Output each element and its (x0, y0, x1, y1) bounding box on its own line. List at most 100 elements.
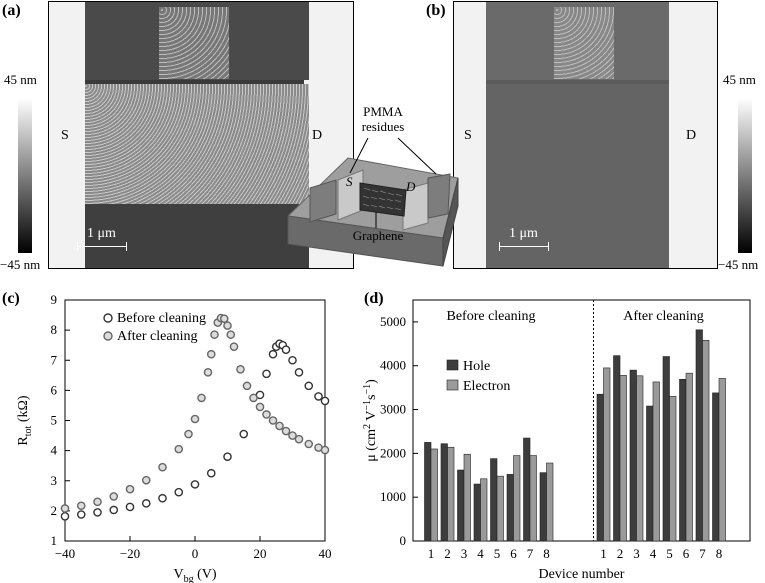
x-tick-label: 8 (716, 546, 723, 561)
bar (463, 453, 471, 542)
x-tick-label: 4 (650, 546, 657, 561)
y-tick-label: 4000 (380, 358, 406, 373)
inset-s-label: S (346, 174, 353, 189)
bar (529, 455, 537, 542)
bar (496, 475, 504, 542)
y-tick-label: 5000 (380, 314, 406, 329)
y-tick-label: 8 (51, 322, 58, 337)
data-point (93, 508, 102, 517)
panel-d-label: (d) (364, 290, 384, 307)
data-point (141, 499, 151, 508)
afm-drain-label: D (312, 128, 323, 143)
y-tick-label: 4 (51, 443, 58, 458)
legend-marker (103, 313, 113, 323)
plot-frame (412, 299, 751, 542)
graphene-lattice (362, 187, 403, 211)
bar (702, 340, 710, 542)
legend-label: Electron (463, 379, 510, 394)
data-point (125, 502, 135, 512)
afm-scalebar (77, 246, 127, 247)
colorscale-a-top-label: 45 nm (4, 72, 37, 87)
data-point (190, 480, 200, 489)
afm-lower-strip (84, 204, 309, 268)
colorscale-b-top-label: 45 nm (723, 72, 756, 87)
data-point (268, 416, 278, 425)
y-tick-label: 3 (51, 473, 58, 488)
afm-graphene-channel (84, 84, 309, 204)
data-point (223, 452, 232, 461)
bar (596, 393, 604, 542)
bar (712, 392, 720, 542)
data-point (255, 402, 265, 412)
data-point (219, 314, 229, 323)
bar (669, 396, 677, 542)
y-axis-label: Rtot (kΩ) (16, 395, 34, 445)
substrate-side (442, 177, 459, 267)
data-point (288, 431, 297, 440)
data-point (242, 381, 252, 391)
group-label-after: After cleaning (623, 309, 703, 324)
y-tick-label: 6 (51, 382, 58, 397)
afm-after-source-label: S (464, 128, 472, 143)
afm-after-scalebar (499, 246, 549, 247)
y-axis-label: μ (cm2 V−1s−1) (362, 379, 379, 462)
data-point (109, 492, 119, 501)
bar (490, 458, 498, 542)
legend-label: After cleaning (117, 329, 197, 344)
x-tick-label: −20 (120, 546, 140, 561)
bar (679, 379, 687, 542)
y-tick-label: 5 (51, 413, 58, 428)
afm-scalebar-tick-left (77, 242, 78, 251)
colorscale-b-bar (738, 98, 752, 253)
x-tick-label: 2 (617, 546, 624, 561)
afm-after-scalebar-tick-right (548, 242, 549, 251)
y-tick-label: 0 (400, 533, 407, 548)
x-tick-label: 0 (192, 546, 199, 561)
data-point (275, 421, 284, 431)
afm-scalebar-label: 1 μm (87, 226, 116, 241)
x-tick-label: 7 (699, 546, 706, 561)
bar (424, 442, 432, 542)
data-point (262, 410, 271, 419)
bar (662, 356, 670, 542)
inset-graphene-label: Graphene (353, 228, 404, 243)
bar (440, 443, 448, 542)
data-point (226, 330, 236, 339)
data-point (60, 504, 70, 513)
data-point (141, 475, 151, 485)
data-point (320, 396, 330, 406)
data-point (190, 414, 200, 424)
x-tick-label: 6 (683, 546, 690, 561)
data-point (210, 330, 219, 339)
data-point (184, 429, 193, 439)
inset-d-label: D (405, 179, 416, 194)
bar (629, 369, 637, 542)
y-tick-label: 2 (51, 503, 58, 518)
data-point (249, 393, 258, 403)
x-tick-label: 5 (494, 546, 501, 561)
data-point (76, 510, 86, 519)
afm-image-after: S D 1 μm (453, 1, 718, 269)
panel-c-label: (c) (2, 290, 20, 307)
bar (546, 462, 554, 542)
x-tick-label: 3 (633, 546, 640, 561)
x-tick-label: 2 (444, 546, 451, 561)
afm-after-residue-flake (554, 7, 614, 79)
panel-a-label: (a) (2, 2, 21, 19)
y-tick-label: 1 (51, 533, 58, 548)
bar (646, 405, 654, 542)
afm-after-flake-left (454, 2, 486, 268)
x-tick-label: 7 (527, 546, 534, 561)
bar (613, 355, 621, 542)
electrode-d (402, 182, 429, 231)
data-point (281, 426, 291, 436)
x-tick-label: 40 (319, 546, 332, 561)
legend-label: Before cleaning (117, 311, 206, 326)
bar (636, 375, 644, 542)
device-schematic: PMMA residues S D Graphene (286, 104, 459, 267)
residue-left (309, 179, 337, 223)
bar (513, 455, 521, 542)
afm-after-drain-label: D (686, 128, 697, 143)
panel-b-label: (b) (426, 2, 446, 19)
data-point (76, 501, 86, 511)
